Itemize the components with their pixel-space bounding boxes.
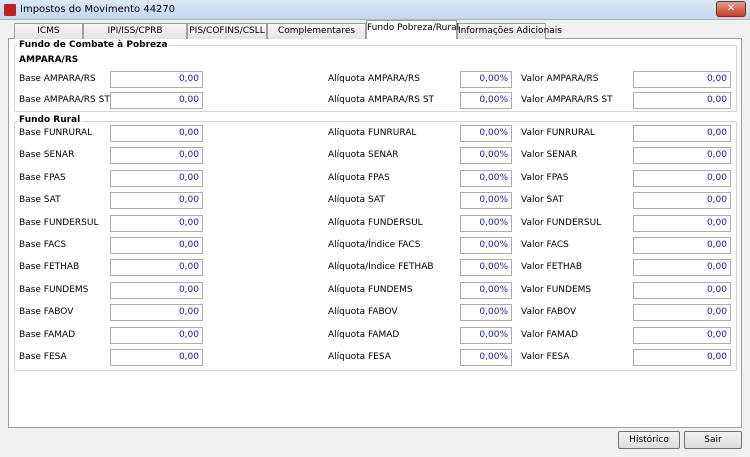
group-box xyxy=(14,121,737,371)
text-input[interactable]: 0,00 xyxy=(110,326,203,344)
button[interactable]: Histórico xyxy=(618,431,680,449)
window-title: Impostos do Movimento 44270 xyxy=(20,4,176,15)
field-label: Valor FETHAB xyxy=(521,262,583,273)
text-input[interactable]: 0,00% xyxy=(460,281,512,299)
field-label: Base AMPARA/RS ST xyxy=(19,95,110,105)
field-label: Valor SAT xyxy=(521,195,564,206)
text-input[interactable]: 0,00% xyxy=(460,147,512,165)
tab[interactable]: PIS/COFINS/CSLL xyxy=(187,23,267,39)
field-label: Alíquota FUNDEMS xyxy=(328,284,413,295)
group-title: Fundo de Combate à Pobreza xyxy=(17,40,170,50)
field-label: Alíquota AMPARA/RS ST xyxy=(328,95,435,105)
text-input[interactable]: 0,00 xyxy=(633,304,731,322)
text-input[interactable]: 0,00 xyxy=(110,304,203,322)
text-input[interactable]: 0,00 xyxy=(633,92,731,109)
field-label: Alíquota FAMAD xyxy=(328,329,400,340)
field-label: Alíquota FUNRURAL xyxy=(328,128,417,138)
group-box xyxy=(14,45,737,112)
field-label: Alíquota/Índice FETHAB xyxy=(328,262,434,273)
text-input[interactable]: 0,00% xyxy=(460,125,512,142)
text-input[interactable]: 0,00% xyxy=(460,92,512,109)
title-bar xyxy=(0,0,750,20)
text-input[interactable]: 0,00 xyxy=(633,326,731,344)
tab[interactable]: IPI/ISS/CPRB xyxy=(83,23,187,39)
field-label: Base FETHAB xyxy=(19,262,80,273)
text-input[interactable]: 0,00 xyxy=(633,237,731,254)
field-label: Valor FESA xyxy=(521,352,570,362)
text-input[interactable]: 0,00 xyxy=(110,169,203,187)
tab[interactable]: Fundo Pobreza/Rural xyxy=(366,20,459,39)
text-input[interactable]: 0,00% xyxy=(460,326,512,344)
text-input[interactable]: 0,00 xyxy=(110,281,203,299)
app-icon xyxy=(4,4,16,16)
text-input[interactable]: 0,00 xyxy=(633,281,731,299)
field-label: Valor FAMAD xyxy=(521,329,578,340)
field-label: Alíquota SAT xyxy=(328,195,385,206)
field-label: Valor FUNRURAL xyxy=(521,128,595,138)
field-label: Base FUNRURAL xyxy=(19,128,93,138)
field-label: Base FPAS xyxy=(19,172,66,183)
text-input[interactable]: 0,00 xyxy=(110,125,203,142)
text-input[interactable]: 0,00 xyxy=(110,92,203,109)
field-label: Alíquota FABOV xyxy=(328,307,398,318)
field-label: Base FUNDEMS xyxy=(19,284,89,295)
field-label: Base FESA xyxy=(19,352,67,362)
field-label: Valor SENAR xyxy=(521,150,578,161)
field-label: Valor FACS xyxy=(521,240,569,250)
text-input[interactable]: 0,00 xyxy=(633,259,731,277)
tab[interactable]: ICMS xyxy=(14,23,83,39)
text-input[interactable]: 0,00% xyxy=(460,259,512,277)
button[interactable]: Sair xyxy=(684,431,742,449)
field-label: Valor FPAS xyxy=(521,172,569,183)
field-label: Alíquota AMPARA/RS xyxy=(328,74,420,84)
text-input[interactable]: 0,00% xyxy=(460,349,512,366)
text-input[interactable]: 0,00 xyxy=(110,237,203,254)
text-input[interactable]: 0,00 xyxy=(110,147,203,165)
text-input[interactable]: 0,00 xyxy=(110,259,203,277)
text-input[interactable]: 0,00% xyxy=(460,214,512,232)
field-label: Base SENAR xyxy=(19,150,75,161)
field-label: Base FAMAD xyxy=(19,329,76,340)
field-label: Base SAT xyxy=(19,195,61,206)
field-label: Valor FUNDERSUL xyxy=(521,217,602,228)
field-label: Valor FUNDEMS xyxy=(521,284,592,295)
text-input[interactable]: 0,00% xyxy=(460,192,512,210)
close-button[interactable]: ✕ xyxy=(716,1,746,17)
text-input[interactable]: 0,00 xyxy=(633,214,731,232)
text-input[interactable]: 0,00 xyxy=(633,71,731,88)
field-label: Base FACS xyxy=(19,240,67,250)
field-label: Alíquota FUNDERSUL xyxy=(328,217,423,228)
text-input[interactable]: 0,00 xyxy=(633,147,731,165)
text-input[interactable]: 0,00% xyxy=(460,169,512,187)
field-label: Alíquota FESA xyxy=(328,352,391,362)
group-subtitle: AMPARA/RS xyxy=(17,55,81,65)
group-title: Fundo Rural xyxy=(17,115,83,125)
field-label: Valor AMPARA/RS ST xyxy=(521,95,613,105)
text-input[interactable]: 0,00 xyxy=(110,214,203,232)
text-input[interactable]: 0,00% xyxy=(460,304,512,322)
text-input[interactable]: 0,00 xyxy=(110,349,203,366)
field-label: Alíquota FPAS xyxy=(328,172,390,183)
text-input[interactable]: 0,00 xyxy=(110,71,203,88)
tab[interactable]: Informações Adicionais xyxy=(457,23,562,39)
field-label: Base FABOV xyxy=(19,307,74,318)
field-label: Alíquota/Índice FACS xyxy=(328,240,421,250)
text-input[interactable]: 0,00 xyxy=(633,169,731,187)
field-label: Valor FABOV xyxy=(521,307,577,318)
field-label: Alíquota SENAR xyxy=(328,150,399,161)
text-input[interactable]: 0,00% xyxy=(460,237,512,254)
field-label: Base AMPARA/RS xyxy=(19,74,96,84)
text-input[interactable]: 0,00% xyxy=(460,71,512,88)
field-label: Valor AMPARA/RS xyxy=(521,74,599,84)
field-label: Base FUNDERSUL xyxy=(19,217,99,228)
text-input[interactable]: 0,00 xyxy=(110,192,203,210)
tab[interactable]: Complementares xyxy=(267,23,366,39)
text-input[interactable]: 0,00 xyxy=(633,192,731,210)
text-input[interactable]: 0,00 xyxy=(633,349,731,366)
text-input[interactable]: 0,00 xyxy=(633,125,731,142)
